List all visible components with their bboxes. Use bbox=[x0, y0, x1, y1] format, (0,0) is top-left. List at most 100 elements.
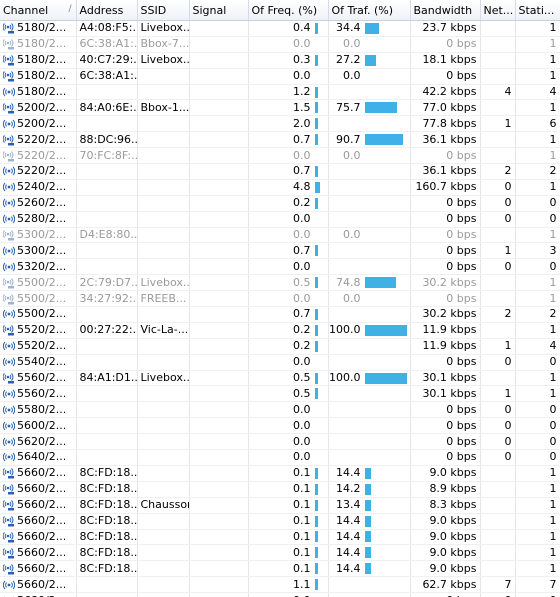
cell-traffic-value: 14.4 bbox=[336, 545, 361, 559]
table-body: 5180/2... A4:08:F5:... Livebox... 0.4 34.4 23… bbox=[0, 20, 560, 597]
cell-freq-bar-track bbox=[314, 340, 325, 352]
cell-channel: 5520/2... bbox=[0, 322, 77, 339]
table-row[interactable]: 5660/2... 8C:FD:18... 0.1 14.4 9.0 kbps 1 bbox=[0, 513, 560, 530]
cell-channel-value: 5500/2... bbox=[17, 291, 67, 305]
cell-channel: 5200/2... bbox=[0, 99, 77, 117]
cell-freq-value: 0.0 bbox=[293, 148, 311, 162]
cell-networks bbox=[480, 529, 516, 546]
table-row[interactable]: 5580/2... 0.0 0 bps 0 0 bbox=[0, 401, 560, 419]
cell-channel-value: 5180/2... bbox=[17, 37, 67, 51]
table-row[interactable]: 5660/2... 8C:FD:18... 0.1 14.2 8.9 kbps 1 bbox=[0, 481, 560, 498]
column-header-networks[interactable]: Net... bbox=[480, 0, 516, 21]
cell-networks bbox=[480, 20, 516, 37]
cell-stations-value: 0 bbox=[549, 418, 557, 432]
column-header-signal[interactable]: Signal bbox=[189, 0, 249, 21]
cell-freq-bar-track bbox=[314, 531, 325, 543]
cell-freq: 0.4 bbox=[248, 20, 329, 37]
table-row[interactable]: 5200/2... 84:A0:6E:...Bbox-1... 1.5 75.7 77.… bbox=[0, 99, 560, 117]
cell-stations: 1 bbox=[515, 544, 560, 562]
cell-channel: 5180/2... bbox=[0, 52, 77, 69]
cell-address-value: 8C:FD:18... bbox=[79, 514, 137, 528]
cell-freq-value: 1.5 bbox=[293, 100, 311, 114]
table-row[interactable]: 5660/2... 8C:FD:18... Chausson 0.1 13.4 8.3 k… bbox=[0, 497, 560, 514]
table-row[interactable]: 5240/2... 4.8 160.7 kbps 0 1 bbox=[0, 179, 560, 196]
table-row[interactable]: 5660/2... 1.1 62.7 kbps 7 7 bbox=[0, 576, 560, 594]
cell-networks bbox=[480, 227, 516, 244]
table-row[interactable]: 5200/2... 2.0 77.8 kbps 1 6 bbox=[0, 115, 560, 133]
table-row[interactable]: 5300/2... D4:E8:80... 0.0 0.0 0 bps 1 bbox=[0, 227, 560, 244]
cell-channel-value: 5200/2... bbox=[17, 116, 67, 130]
cell-bandwidth-value: 36.1 kbps bbox=[422, 132, 477, 146]
table-row[interactable]: 5500/2... 2C:79:D7... Livebox... 0.5 74.8 30.… bbox=[0, 274, 560, 292]
table-row[interactable]: 5300/2... 0.7 0 bps 1 3 bbox=[0, 242, 560, 260]
cell-stations: 1 bbox=[515, 274, 560, 292]
cell-bandwidth: 23.7 kbps bbox=[410, 20, 481, 37]
table-row[interactable]: 5180/2... 6C:38:A1:... 0.0 0.0 0 bps 1 bbox=[0, 68, 560, 85]
table-row[interactable]: 5660/2... 8C:FD:18... 0.1 14.4 9.0 kbps 1 bbox=[0, 544, 560, 562]
cell-address bbox=[76, 401, 138, 419]
cell-bandwidth: 0 bps bbox=[410, 354, 481, 371]
table-row[interactable]: 5660/2... 8C:FD:18... 0.1 14.4 9.0 kbps 1 bbox=[0, 529, 560, 546]
cell-ssid-value: Livebox... bbox=[140, 21, 189, 35]
table-row[interactable]: 5180/2... A4:08:F5:... Livebox... 0.4 34.4 23… bbox=[0, 20, 560, 37]
table-row[interactable]: 5540/2... 0.0 0 bps 0 0 bbox=[0, 354, 560, 371]
cell-stations-value: 1 bbox=[549, 323, 557, 337]
column-header-ssid[interactable]: SSID bbox=[137, 0, 190, 21]
table-row[interactable]: 5620/2... 0.0 0 bps 0 0 bbox=[0, 433, 560, 451]
table-row[interactable]: 5500/2... 34:27:92:... FREEB... 0.0 0.0 0 bps… bbox=[0, 290, 560, 308]
table-row[interactable]: 5220/2... 88:DC:96... 0.7 90.7 36.1 kbps 1 bbox=[0, 131, 560, 149]
cell-stations: 0 bbox=[515, 258, 560, 276]
table-row[interactable]: 5180/2... 6C:38:A1:...Bbox-7... 0.0 0.0 0 bp… bbox=[0, 36, 560, 53]
cell-stations-value: 1 bbox=[549, 148, 557, 162]
column-header-bandwidth[interactable]: Bandwidth bbox=[410, 0, 481, 21]
table-row[interactable]: 5220/2... 70:FC:8F:... 0.0 0.0 0 bps 1 bbox=[0, 147, 560, 165]
cell-channel: 5200/2... bbox=[0, 115, 77, 133]
table-row[interactable]: 5680/2... 0.0 0 bps 0 0 bbox=[0, 592, 560, 597]
table-row[interactable]: 5280/2... 0.0 0 bps 0 0 bbox=[0, 211, 560, 228]
cell-ssid-value: Livebox... bbox=[140, 371, 189, 385]
table-row[interactable]: 5220/2... 0.7 36.1 kbps 2 2 bbox=[0, 163, 560, 180]
cell-stations-value: 1 bbox=[549, 482, 557, 496]
cell-stations: 1 bbox=[515, 99, 560, 117]
table-row[interactable]: 5520/2... 0.2 11.9 kbps 1 4 bbox=[0, 338, 560, 355]
column-header-freq[interactable]: Of Freq. (%) bbox=[248, 0, 329, 21]
cell-freq-value: 0.7 bbox=[293, 132, 311, 146]
table-row[interactable]: 5180/2... 1.2 42.2 kbps 4 4 bbox=[0, 84, 560, 101]
cell-signal bbox=[189, 68, 249, 85]
cell-stations: 1 bbox=[515, 481, 560, 498]
column-header-traffic[interactable]: Of Traf. (%) bbox=[328, 0, 411, 21]
table-row[interactable]: 5640/2... 0.0 0 bps 0 0 bbox=[0, 449, 560, 466]
column-header-stations[interactable]: Stati... bbox=[515, 0, 560, 21]
table-row[interactable]: 5520/2... 00:27:22:... Vic-La-... 0.2 100.0 1… bbox=[0, 322, 560, 339]
cell-address: 8C:FD:18... bbox=[76, 481, 138, 498]
cell-ssid bbox=[137, 84, 190, 101]
wifi-client-icon bbox=[3, 150, 14, 162]
cell-address bbox=[76, 576, 138, 594]
table-row[interactable]: 5660/2... 8C:FD:18... 0.1 14.4 9.0 kbps 1 bbox=[0, 465, 560, 482]
cell-signal bbox=[189, 370, 249, 387]
table-row[interactable]: 5600/2... 0.0 0 bps 0 0 bbox=[0, 417, 560, 435]
cell-freq-value: 0.1 bbox=[293, 514, 311, 528]
cell-bandwidth: 9.0 kbps bbox=[410, 529, 481, 546]
cell-networks-value: 0 bbox=[504, 355, 512, 369]
cell-channel-value: 5180/2... bbox=[17, 21, 67, 35]
cell-networks bbox=[480, 370, 516, 387]
table-row[interactable]: 5260/2... 0.2 0 bps 0 0 bbox=[0, 195, 560, 212]
cell-bandwidth-value: 9.0 kbps bbox=[429, 466, 477, 480]
table-row[interactable]: 5560/2... 0.5 30.1 kbps 1 1 bbox=[0, 385, 560, 403]
cell-traffic: 14.4 bbox=[328, 560, 411, 578]
table-row[interactable]: 5560/2... 84:A1:D1... Livebox... 0.5 100.0 30… bbox=[0, 370, 560, 387]
cell-networks: 1 bbox=[480, 115, 516, 133]
cell-channel-value: 5180/2... bbox=[17, 69, 67, 83]
column-header-channel[interactable]: Channel ∕ bbox=[0, 0, 77, 21]
table-row[interactable]: 5660/2... 8C:FD:18... 0.1 14.4 9.0 kbps 1 bbox=[0, 560, 560, 578]
cell-address-value: D4:E8:80... bbox=[79, 228, 137, 242]
wifi-channel-icon bbox=[3, 357, 15, 367]
table-row[interactable]: 5500/2... 0.7 30.2 kbps 2 2 bbox=[0, 306, 560, 323]
table-row[interactable]: 5180/2... 40:C7:29:...Livebox... 0.3 27.2 18… bbox=[0, 52, 560, 69]
cell-traffic: 0.0 bbox=[328, 290, 411, 308]
cell-freq-value: 0.5 bbox=[293, 371, 311, 385]
column-header-address[interactable]: Address bbox=[76, 0, 138, 21]
table-row[interactable]: 5320/2... 0.0 0 bps 0 0 bbox=[0, 258, 560, 276]
